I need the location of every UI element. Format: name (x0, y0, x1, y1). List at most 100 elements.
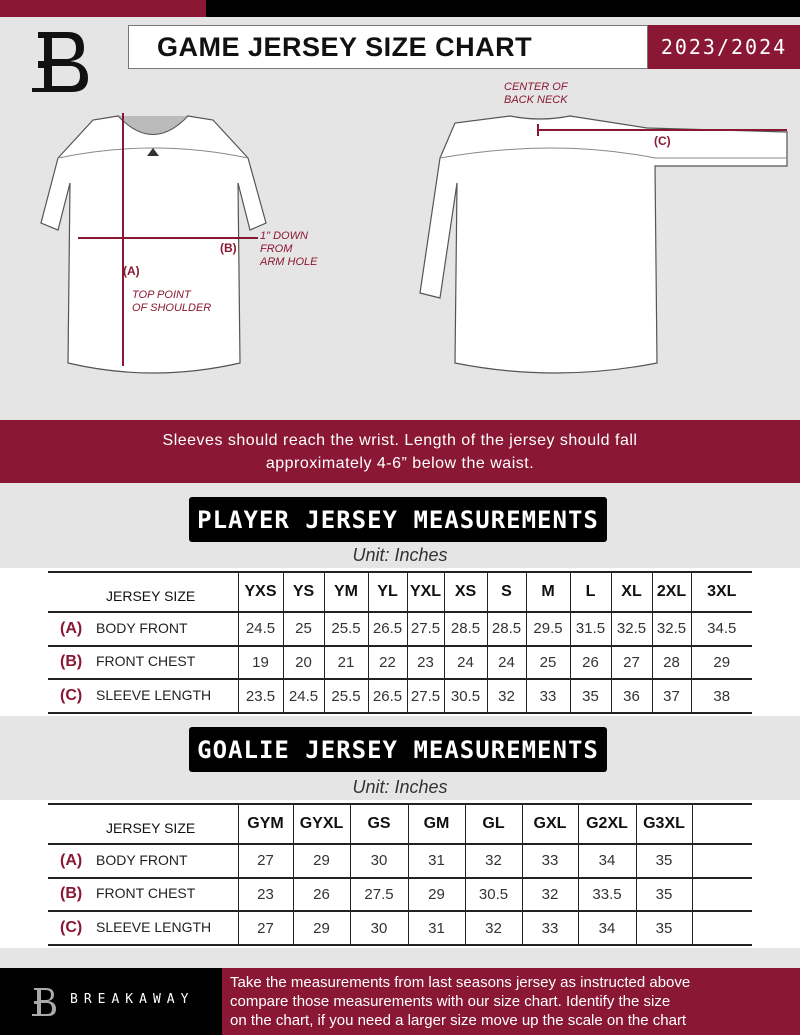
season-badge: 2023/2024 (648, 25, 800, 69)
size-header: G3XL (635, 803, 692, 845)
table-row: (B) FRONT CHEST 19 20 21 22 23 24 24 25 26 27 28 29 (48, 644, 752, 681)
measurement-cell: 36 (610, 678, 652, 714)
measurement-cell: 27 (237, 910, 293, 946)
banner-line: Sleeves should reach the wrist. Length o… (162, 432, 638, 449)
row-name: BODY FRONT (96, 619, 188, 636)
footer-logo (32, 988, 56, 1016)
label-c: (C) (654, 134, 671, 148)
footer-instructions: Take the measurements from last seasons … (222, 968, 800, 1035)
measurement-cell: 37 (651, 678, 691, 714)
measurement-cell: 24.5 (237, 611, 283, 647)
measurement-cell: 26 (292, 876, 350, 913)
measurement-cell: 29 (292, 910, 350, 946)
table-header-row: JERSEY SIZE YXS YS YM YL YXL XS S M L XL 2XL 3XL (48, 571, 752, 613)
goalie-section-title: GOALIE JERSEY MEASUREMENTS (189, 727, 607, 772)
measurement-cell: 32 (521, 876, 578, 913)
b-note-line: 1" DOWN (260, 230, 308, 242)
size-header: M (525, 571, 570, 613)
measurement-cell: 27.5 (406, 611, 444, 647)
measurement-cell: 29 (407, 876, 465, 913)
goalie-size-table: JERSEY SIZE GYM GYXL GS GM GL GXL G2XL G3XL (A) BO… (48, 803, 752, 946)
measurement-cell: 19 (237, 644, 283, 681)
measurement-cell: 32 (464, 843, 522, 879)
size-header: YS (282, 571, 324, 613)
measurement-cell: 23 (237, 876, 293, 913)
row-label: (B) FRONT CHEST (48, 876, 238, 913)
measurement-cell: 30.5 (443, 678, 487, 714)
label-a: (A) (123, 264, 140, 278)
size-header: GM (407, 803, 465, 845)
size-header: 3XL (690, 571, 752, 613)
measurement-cell: 38 (690, 678, 752, 714)
a-note: TOP POINT OF SHOULDER (132, 289, 211, 315)
footer-line: on the chart, if you need a larger size … (230, 1012, 687, 1029)
measurement-cell: 33 (525, 678, 570, 714)
measurement-cell: 21 (323, 644, 368, 681)
measurement-cell: 26 (569, 644, 611, 681)
measurement-cell: 30 (349, 910, 408, 946)
b-note-line: FROM (260, 243, 293, 255)
row-letter: (A) (60, 619, 83, 637)
player-section-title: PLAYER JERSEY MEASUREMENTS (189, 497, 607, 542)
row-label: (A) BODY FRONT (48, 611, 238, 647)
size-header: YXS (237, 571, 283, 613)
row-letter: (B) (60, 653, 83, 671)
size-header: XL (610, 571, 652, 613)
size-header: YL (367, 571, 407, 613)
goalie-unit: Unit: Inches (352, 777, 448, 797)
row-letter: (C) (60, 919, 83, 937)
measurement-cell: 31.5 (569, 611, 611, 647)
row-name: SLEEVE LENGTH (96, 687, 212, 704)
size-header: YM (323, 571, 368, 613)
measurement-cell: 33 (521, 843, 578, 879)
breakaway-logo (32, 32, 88, 92)
table-row: (B) FRONT CHEST 23 26 27.5 29 30.5 32 33.5 35 (48, 876, 752, 913)
size-header: 2XL (651, 571, 691, 613)
measurement-cell: 27.5 (406, 678, 444, 714)
measurement-cell: 32 (464, 910, 522, 946)
measurement-cell: 35 (635, 843, 692, 879)
center-back-neck-note: CENTER OF BACK NECK (504, 81, 568, 107)
size-header: GL (464, 803, 522, 845)
a-note-line: OF SHOULDER (132, 302, 212, 314)
measurement-cell: 23.5 (237, 678, 283, 714)
page-title: GAME JERSEY SIZE CHART (128, 25, 648, 69)
size-header (691, 803, 752, 845)
measurement-cell: 33.5 (577, 876, 636, 913)
measurement-cell: 29.5 (525, 611, 570, 647)
row-letter: (C) (60, 687, 83, 705)
table-row: (A) BODY FRONT 27 29 30 31 32 33 34 35 (48, 843, 752, 879)
table-row: (A) BODY FRONT 24.5 25 25.5 26.5 27.5 28.5 28.5 2… (48, 611, 752, 647)
brand-name: BREAKAWAY (70, 992, 195, 1007)
measurement-cell: 34 (577, 843, 636, 879)
measurement-cell: 29 (292, 843, 350, 879)
measurement-cell: 27 (610, 644, 652, 681)
measurement-cell: 23 (406, 644, 444, 681)
size-header: L (569, 571, 611, 613)
b-note: 1" DOWN FROM ARM HOLE (260, 230, 317, 269)
measurement-cell: 25.5 (323, 611, 368, 647)
a-note-line: TOP POINT (132, 289, 191, 301)
measurement-cell: 32.5 (651, 611, 691, 647)
player-size-table: JERSEY SIZE YXS YS YM YL YXL XS S M L XL 2XL 3XL (A) B… (48, 571, 752, 714)
instruction-banner: Sleeves should reach the wrist. Length o… (0, 420, 800, 483)
table-row: (C) SLEEVE LENGTH 27 29 30 31 32 33 34 35 (48, 910, 752, 946)
measurement-cell: 26.5 (367, 611, 407, 647)
measurement-cell: 33 (521, 910, 578, 946)
measurement-cell: 26.5 (367, 678, 407, 714)
row-letter: (A) (60, 851, 83, 869)
row-label: (B) FRONT CHEST (48, 644, 238, 681)
back-jersey-diagram (419, 115, 788, 374)
row-name: FRONT CHEST (96, 885, 196, 902)
top-bar-accent (0, 0, 206, 17)
size-header: GYM (237, 803, 293, 845)
size-header: GXL (521, 803, 578, 845)
row-letter: (B) (60, 885, 83, 903)
measurement-cell: 24.5 (282, 678, 324, 714)
measurement-cell: 28.5 (443, 611, 487, 647)
measurement-cell: 25.5 (323, 678, 368, 714)
measurement-cell (691, 876, 752, 913)
measurement-cell: 24 (486, 644, 526, 681)
table-header-row: JERSEY SIZE GYM GYXL GS GM GL GXL G2XL G3XL (48, 803, 752, 845)
size-header: G2XL (577, 803, 636, 845)
